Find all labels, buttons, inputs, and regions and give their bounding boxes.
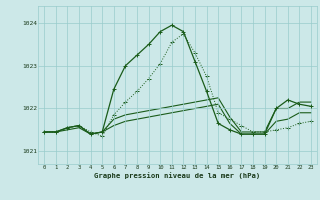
X-axis label: Graphe pression niveau de la mer (hPa): Graphe pression niveau de la mer (hPa) (94, 172, 261, 179)
